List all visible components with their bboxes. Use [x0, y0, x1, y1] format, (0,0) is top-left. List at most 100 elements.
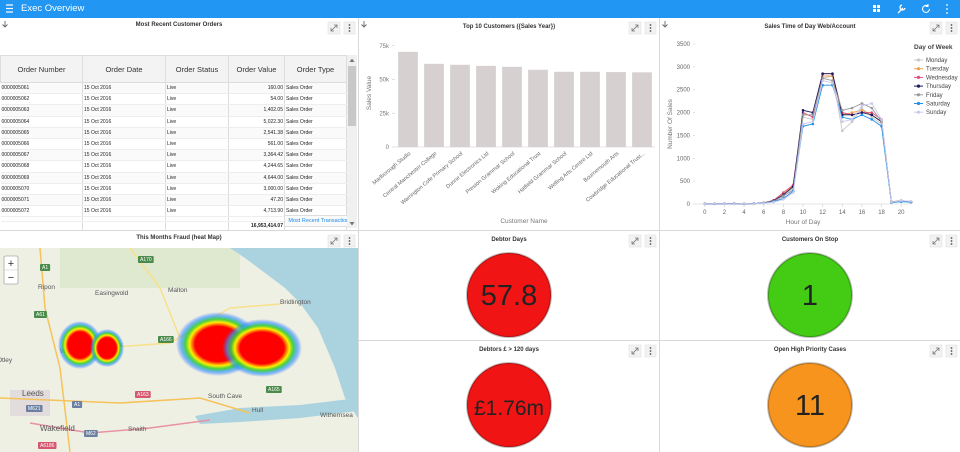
legend-label[interactable]: Monday	[926, 58, 947, 64]
zoom-out[interactable]: −	[8, 272, 14, 284]
point	[811, 122, 815, 126]
order-row: 0000005067 15 Oct 2016 Live 3,364.42 Sales O…	[0, 149, 347, 162]
download-icon[interactable]	[2, 21, 8, 28]
heat-blob	[90, 329, 124, 367]
point	[821, 76, 824, 80]
menu-button[interactable]	[343, 234, 356, 248]
road-label: A6186	[40, 443, 55, 449]
expand-button[interactable]	[628, 344, 642, 358]
road-badge	[40, 264, 51, 271]
menu-button[interactable]	[945, 21, 958, 35]
cell: 0000005069	[0, 172, 83, 184]
legend-marker[interactable]	[916, 93, 921, 97]
zoom-in[interactable]: +	[8, 258, 14, 270]
point	[890, 200, 893, 204]
menu-dot	[649, 353, 652, 355]
refresh-icon[interactable]	[921, 4, 931, 13]
place-label: Easingwold	[95, 290, 129, 297]
panel-icons	[2, 21, 357, 228]
point	[742, 202, 746, 205]
scroll-up[interactable]	[349, 58, 355, 63]
dashboard-icon[interactable]	[873, 5, 880, 12]
panel-title: Most Recent Customer Orders	[135, 22, 223, 28]
cell: Live	[165, 149, 229, 162]
menu-button[interactable]	[644, 234, 657, 248]
y-tick-label: 50k	[379, 78, 390, 84]
cell: 15 Oct 2016	[82, 160, 166, 173]
order-row: 0000005070 15 Oct 2016 Live 3,000.00 Sales O…	[0, 183, 347, 195]
kpi-value: 1	[802, 280, 818, 312]
settings-icon[interactable]	[897, 4, 906, 14]
x-tick-label: 16	[859, 210, 866, 216]
legend-marker[interactable]	[916, 75, 921, 79]
expand-button[interactable]	[327, 21, 341, 35]
cell: 0000005065	[0, 127, 83, 139]
legend-label[interactable]: Thursday	[926, 84, 951, 90]
zoom-control: +−	[3, 255, 19, 285]
series-line	[704, 77, 912, 205]
menu-button[interactable]	[644, 344, 657, 358]
bar	[398, 51, 418, 148]
kpi-value: 11	[795, 390, 825, 422]
menu-button[interactable]	[945, 344, 958, 358]
point	[801, 122, 805, 126]
legend-label[interactable]: Friday	[926, 93, 943, 99]
menu-dot[interactable]	[946, 4, 948, 6]
point	[801, 108, 805, 112]
point	[870, 111, 874, 114]
y-tick-label: 2500	[677, 88, 691, 94]
expand-button[interactable]	[929, 234, 943, 248]
cell: 15 Oct 2016	[82, 205, 166, 218]
expand-icon	[330, 237, 338, 245]
scroll-down[interactable]	[349, 222, 355, 226]
point	[870, 118, 874, 121]
point	[860, 102, 864, 105]
download-icon[interactable]	[361, 21, 367, 28]
road-badge	[138, 256, 154, 263]
legend-marker[interactable]	[916, 84, 921, 88]
menu-dot	[950, 27, 953, 29]
place-label: Ripon	[38, 284, 55, 291]
place-label: Withernsea	[320, 412, 353, 419]
menu-dot	[950, 240, 953, 242]
expand-button[interactable]	[628, 21, 642, 35]
point	[791, 191, 795, 194]
legend-label[interactable]: Sunday	[926, 110, 946, 116]
scrollbar[interactable]	[347, 55, 357, 228]
kpi: Customers On Stop 1	[767, 234, 958, 338]
point	[703, 202, 707, 206]
point	[870, 102, 874, 105]
kpi-circle	[466, 252, 552, 338]
legend-marker[interactable]	[916, 101, 921, 106]
legend-marker[interactable]	[916, 67, 921, 71]
point	[860, 111, 864, 114]
place-label: Snaith	[128, 426, 147, 433]
kpi-panel: Customers On Stop 1	[660, 231, 960, 340]
legend-label[interactable]: Saturday	[926, 102, 950, 108]
y-tick-label: 500	[680, 179, 691, 185]
estuary	[195, 398, 358, 424]
expand-icon	[932, 237, 940, 245]
kpi-value: 57.8	[481, 280, 537, 312]
legend-marker[interactable]	[916, 58, 921, 62]
panel-icons	[327, 234, 356, 248]
download-icon[interactable]	[662, 21, 668, 28]
menu-button[interactable]	[945, 234, 958, 248]
legend-label[interactable]: Tuesday	[926, 67, 949, 73]
menu-button[interactable]	[644, 21, 657, 35]
menu-dot[interactable]	[946, 8, 948, 10]
menu-button[interactable]	[343, 21, 356, 35]
road-label: A61	[36, 312, 45, 318]
legend-marker[interactable]	[916, 110, 921, 114]
expand-button[interactable]	[628, 234, 642, 248]
bar	[502, 66, 522, 147]
expand-button[interactable]	[327, 234, 341, 248]
cell: Sales Order	[284, 82, 347, 95]
menu-dot[interactable]	[946, 12, 948, 14]
scroll-thumb[interactable]	[348, 66, 356, 126]
expand-icon	[932, 347, 940, 355]
legend-label[interactable]: Wednesday	[926, 75, 958, 81]
expand-button[interactable]	[929, 344, 943, 358]
chart-title: Top 10 Customers ({Sales Year})	[463, 24, 555, 30]
expand-button[interactable]	[929, 21, 943, 35]
